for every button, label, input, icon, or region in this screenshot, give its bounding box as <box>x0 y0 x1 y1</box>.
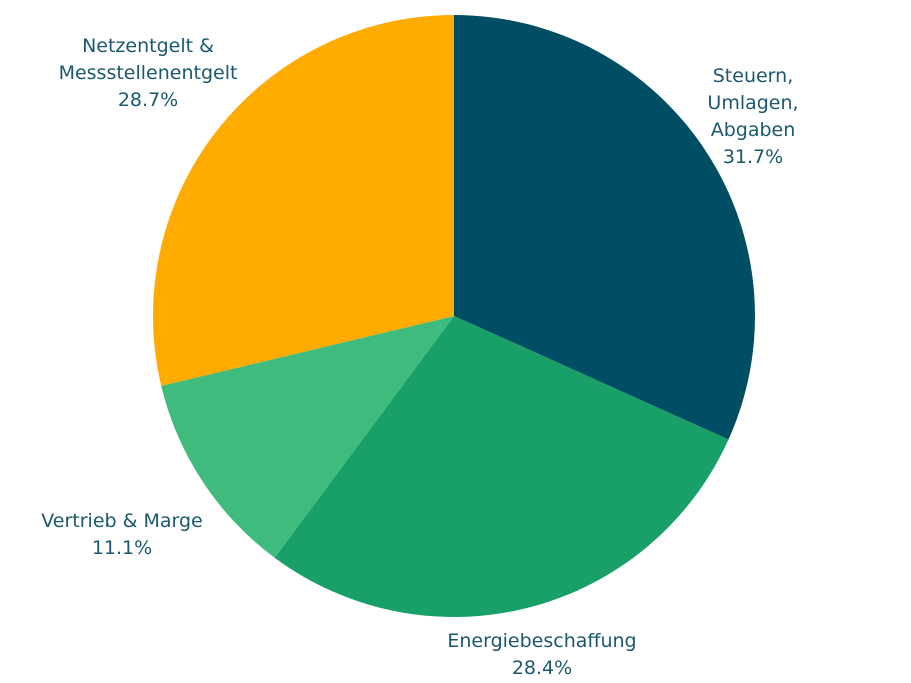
slice-label: Messstellenentgelt <box>59 62 238 84</box>
slice-label: Abgaben <box>711 119 796 141</box>
slice-label: Umlagen, <box>707 92 798 114</box>
pie-slice <box>454 15 755 440</box>
slice-value-label: 11.1% <box>92 537 152 559</box>
slice-label: Netzentgelt & <box>82 35 214 57</box>
slice-label: Energiebeschaffung <box>447 630 636 652</box>
slice-value-label: 28.7% <box>118 89 178 111</box>
slice-label: Steuern, <box>713 65 794 87</box>
pie-slice <box>274 316 729 617</box>
slice-value-label: 28.4% <box>512 657 572 679</box>
slice-label: Vertrieb & Marge <box>41 510 202 532</box>
pie-slice <box>161 316 454 558</box>
pie-slice <box>153 15 454 386</box>
slice-value-label: 31.7% <box>723 146 783 168</box>
